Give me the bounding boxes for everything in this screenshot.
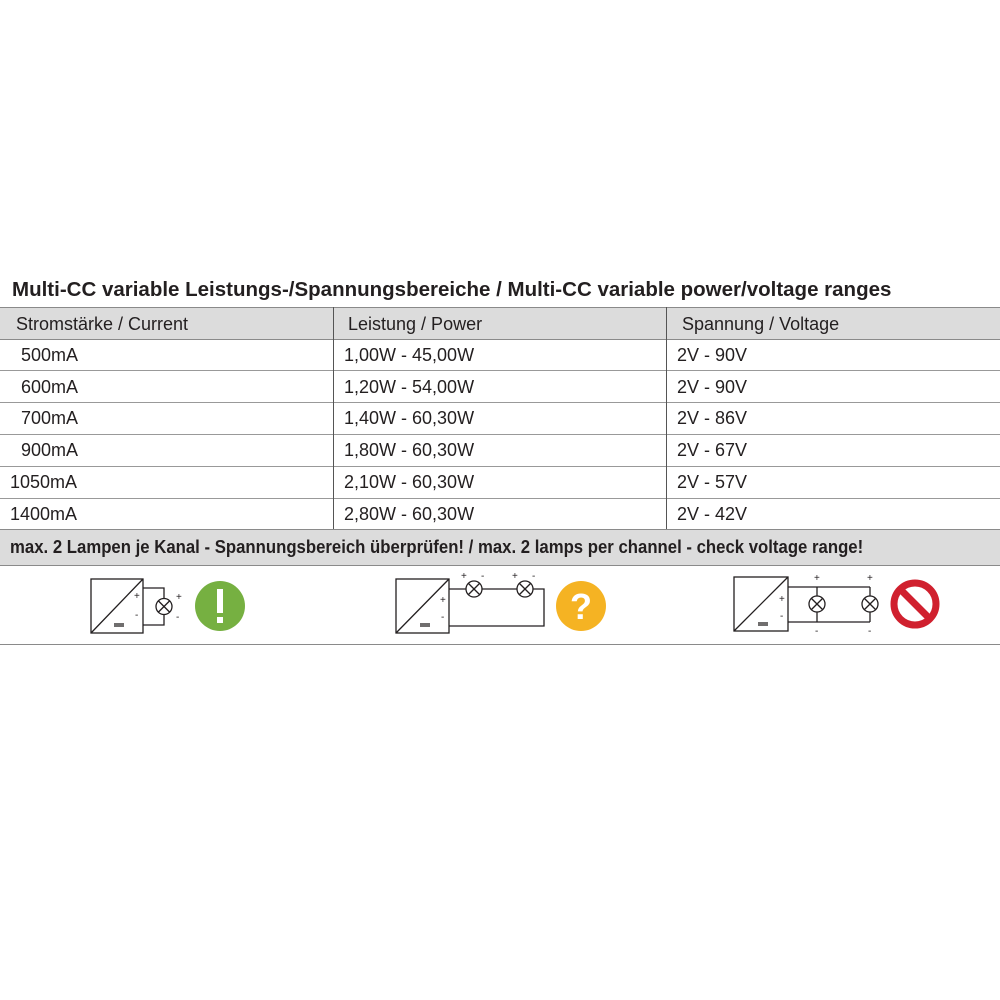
cell-voltage: 2V - 57V <box>677 471 748 492</box>
svg-text:-: - <box>868 626 871 637</box>
divider <box>0 466 1000 467</box>
svg-text:?: ? <box>570 586 592 627</box>
cell-voltage: 2V - 86V <box>677 408 748 429</box>
cell-voltage: 2V - 42V <box>677 503 748 524</box>
cell-current: 1400mA <box>10 503 78 524</box>
cell-power: 1,00W - 45,00W <box>344 345 475 365</box>
wiring-diagram-parallel: + - + + - - <box>733 573 940 637</box>
svg-text:+: + <box>867 573 873 584</box>
svg-text:+: + <box>461 571 467 582</box>
svg-text:+: + <box>512 571 518 582</box>
cell-voltage: 2V - 90V <box>677 376 748 397</box>
cell-power: 1,80W - 60,30W <box>344 440 475 461</box>
wiring-diagram-series: + - + - + - ? <box>395 571 606 634</box>
table-header <box>0 307 1000 339</box>
svg-text:-: - <box>176 612 179 623</box>
cell-power: 2,80W - 60,30W <box>344 503 475 524</box>
exclamation-icon <box>195 581 245 631</box>
wiring-diagram-single-lamp: + - + - <box>90 578 245 634</box>
svg-text:-: - <box>481 571 484 582</box>
divider <box>0 307 1000 308</box>
divider <box>0 529 1000 530</box>
cell-current: 500mA <box>21 345 79 365</box>
svg-text:-: - <box>532 571 535 582</box>
warning-bar: max. 2 Lampen je Kanal - Spannungsbereic… <box>0 529 1000 565</box>
cell-current: 900mA <box>21 440 79 461</box>
svg-text:+: + <box>176 592 182 603</box>
page-title: Multi-CC variable Leistungs-/Spannungsbe… <box>12 278 892 301</box>
svg-text:+: + <box>134 591 140 602</box>
svg-text:+: + <box>440 595 446 606</box>
cell-current: 700mA <box>21 408 79 429</box>
divider <box>0 402 1000 403</box>
divider <box>0 339 1000 340</box>
divider <box>0 434 1000 435</box>
header-power: Leistung / Power <box>348 314 483 334</box>
cell-power: 1,40W - 60,30W <box>344 408 475 429</box>
svg-text:-: - <box>815 626 818 637</box>
divider <box>0 498 1000 499</box>
svg-text:-: - <box>780 611 783 622</box>
cell-current: 600mA <box>21 376 79 397</box>
prohibited-icon <box>890 579 940 629</box>
cell-voltage: 2V - 90V <box>677 345 748 365</box>
question-icon: ? <box>556 581 606 631</box>
cell-power: 1,20W - 54,00W <box>344 376 475 397</box>
cell-power: 2,10W - 60,30W <box>344 471 475 492</box>
svg-text:+: + <box>779 594 785 605</box>
column-divider <box>666 307 667 529</box>
column-divider <box>333 307 334 529</box>
cell-current: 1050mA <box>10 471 78 492</box>
svg-text:-: - <box>135 610 138 621</box>
svg-text:-: - <box>441 612 444 623</box>
divider <box>0 644 1000 645</box>
svg-text:+: + <box>814 573 820 584</box>
cell-voltage: 2V - 67V <box>677 440 748 461</box>
header-voltage: Spannung / Voltage <box>682 314 840 334</box>
warning-text: max. 2 Lampen je Kanal - Spannungsbereic… <box>10 536 864 557</box>
divider <box>0 565 1000 566</box>
divider <box>0 370 1000 371</box>
header-current: Stromstärke / Current <box>16 314 189 334</box>
